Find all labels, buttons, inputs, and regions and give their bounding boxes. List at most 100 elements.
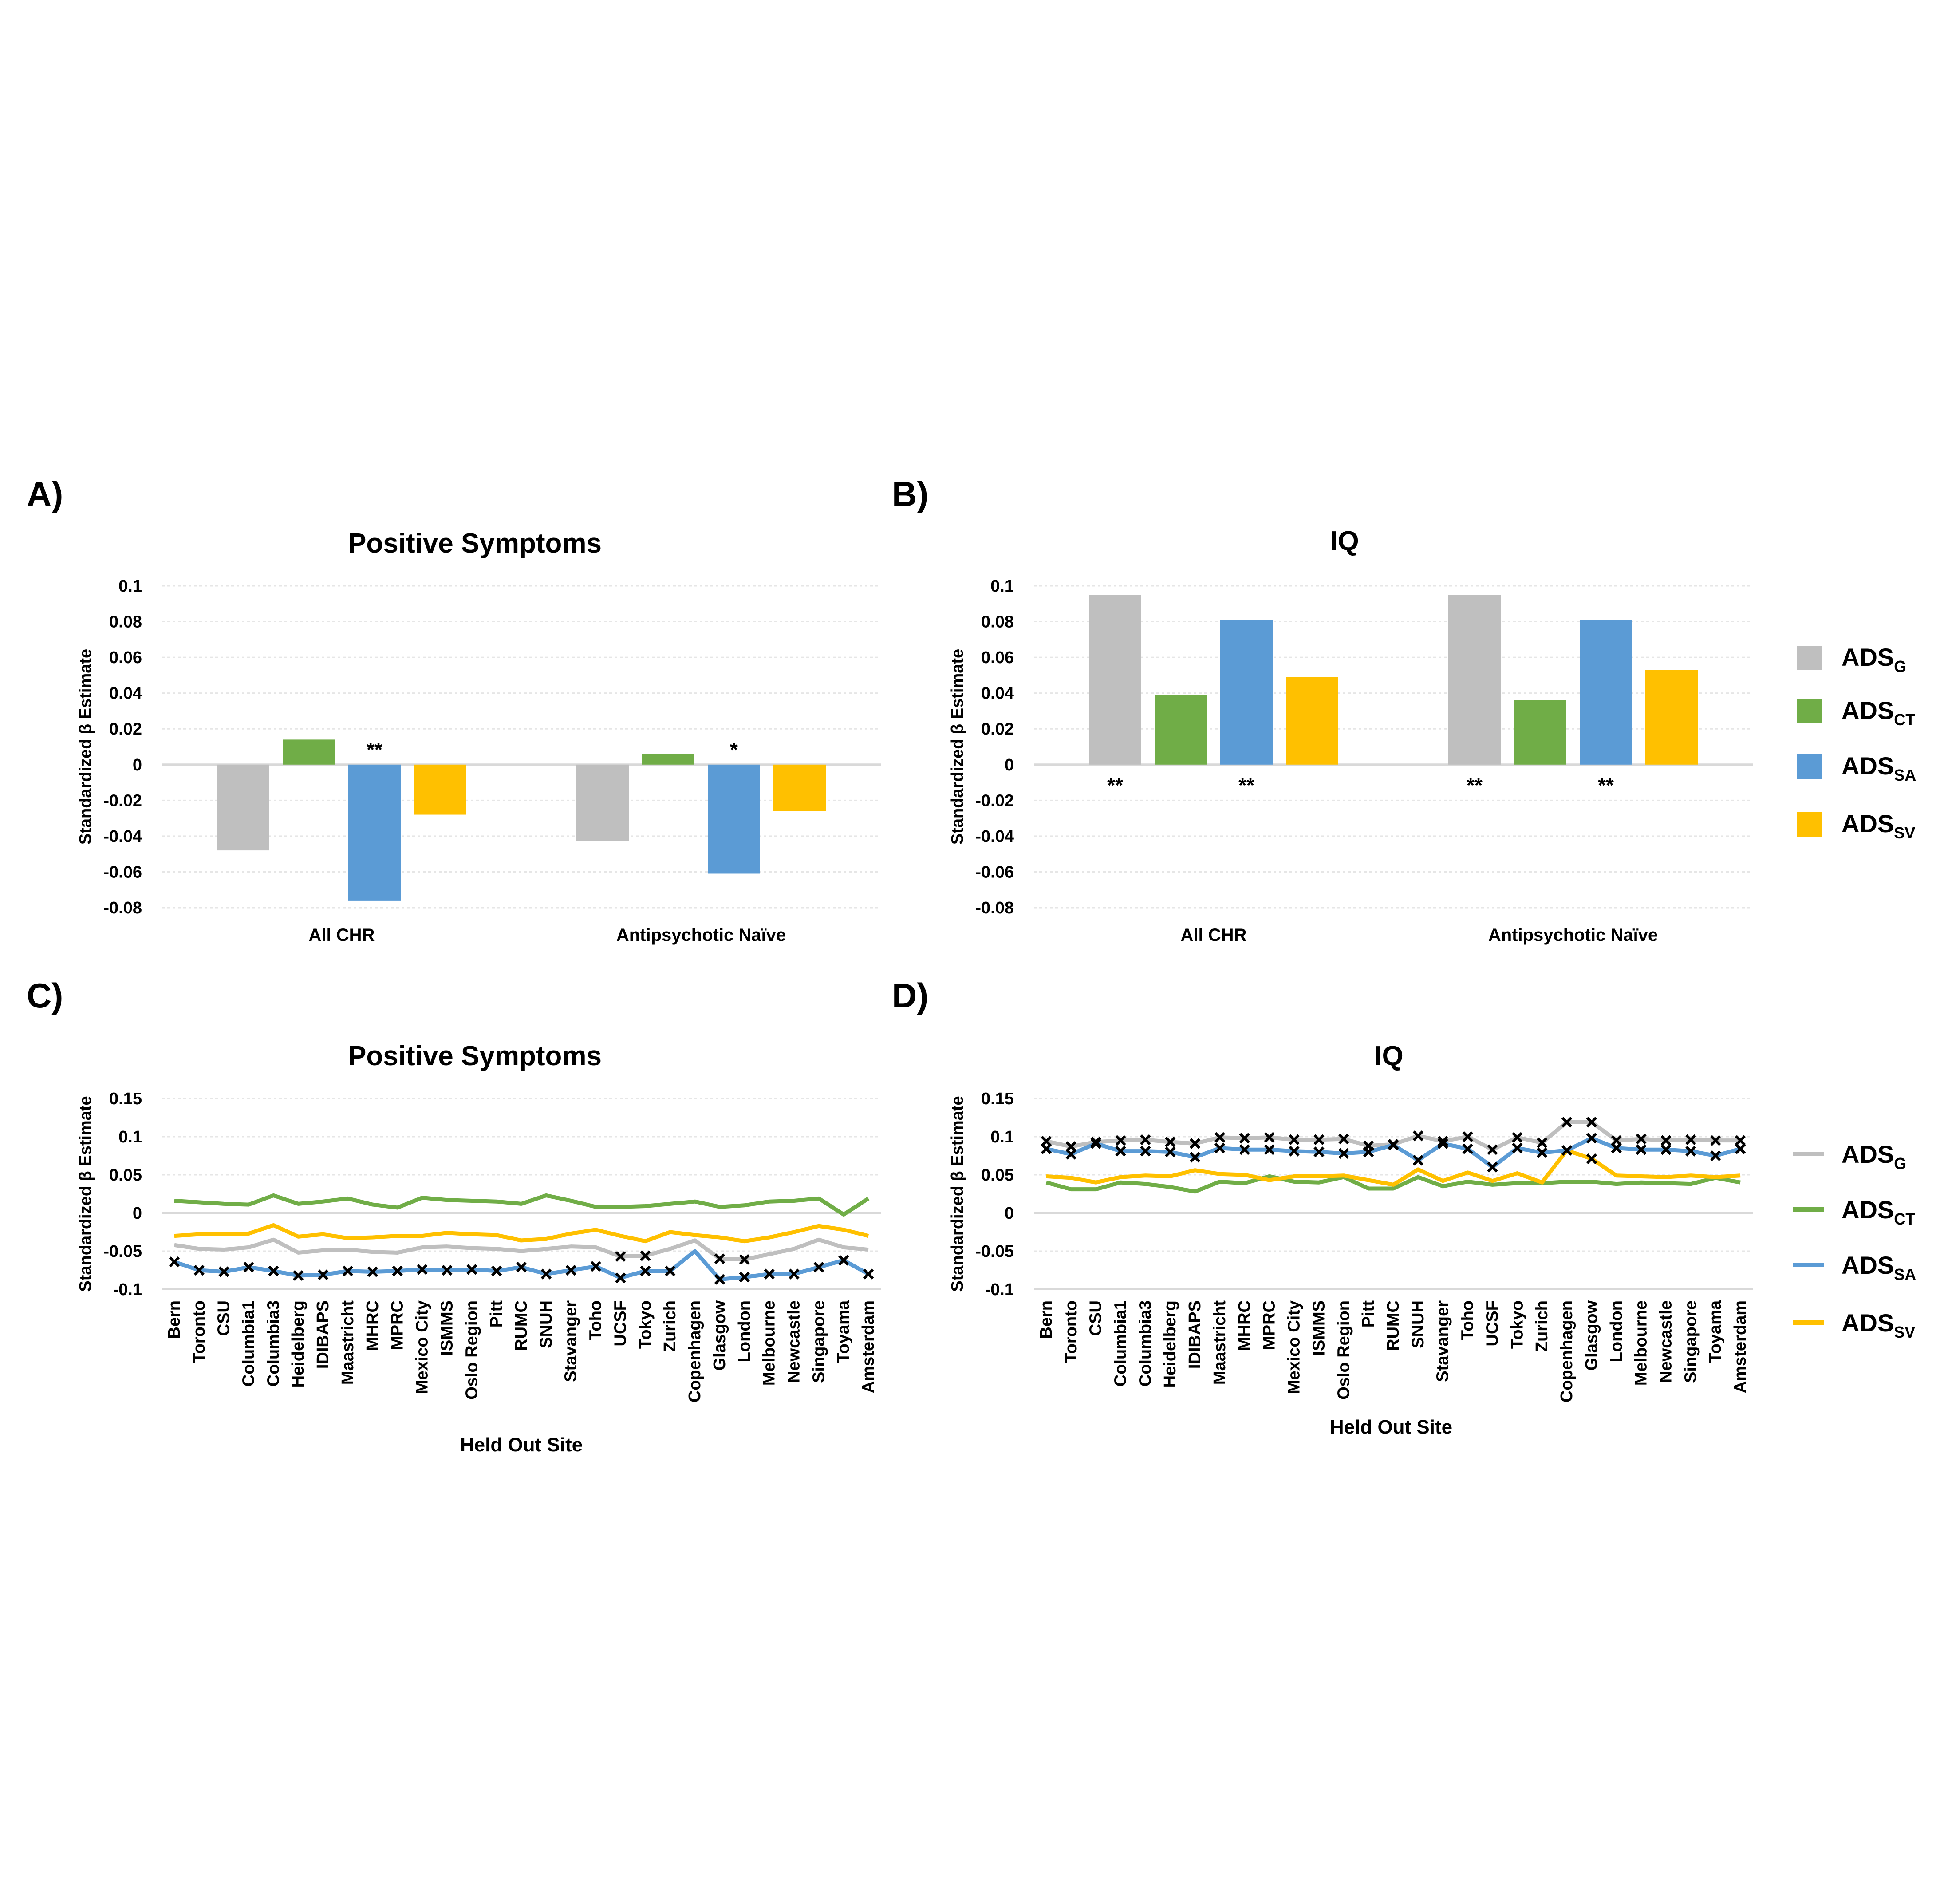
x-tick-label-oslo-region: Oslo Region: [1334, 1300, 1353, 1400]
marker-ads-g: [1313, 1134, 1325, 1146]
marker-ads-g: [1537, 1137, 1548, 1148]
marker-ads-sa: [1388, 1139, 1399, 1151]
chart-b-iq-bar: IQ Standardized β Estimate 0.1 0.08 0.06 0.04…: [948, 526, 1753, 945]
marker-ads-g: [1338, 1134, 1349, 1145]
x-tick-label-stavanger: Stavanger: [562, 1300, 580, 1382]
bar-ads-sv-antipsychotic-na-ve: [1645, 670, 1698, 765]
y-tick-label: 0.15: [981, 1090, 1014, 1108]
marker-ads-g: [1437, 1136, 1448, 1147]
x-tick-label-mexico-city: Mexico City: [1285, 1300, 1304, 1394]
bar-ads-sv-antipsychotic-na-ve: [773, 764, 826, 811]
series-line-ads-ct: [1045, 1174, 1741, 1194]
marker-ads-sa: [565, 1264, 576, 1276]
legend-line-item-ads-g: ADSG: [1793, 1140, 1906, 1173]
x-tick-label-amsterdam: Amsterdam: [859, 1300, 878, 1393]
marker-ads-sa: [1487, 1161, 1498, 1173]
bar-ads-g-all-chr: [1089, 595, 1141, 765]
marker-ads-sa: [491, 1265, 502, 1276]
x-tick-label-snuh: SNUH: [537, 1300, 556, 1348]
y-tick-label: 0: [133, 1204, 142, 1223]
marker-ads-g: [1462, 1131, 1473, 1142]
x-tick-label-zurich: Zurich: [661, 1300, 679, 1352]
marker-ads-g: [1412, 1130, 1423, 1142]
x-tick-label-columbia3: Columbia3: [264, 1300, 283, 1387]
x-tick-label-bern: Bern: [1037, 1300, 1056, 1339]
legend-label-ads-g: ADSG: [1841, 643, 1906, 675]
marker-ads-sa: [739, 1272, 750, 1283]
x-tick-label-idibaps: IDIBAPS: [314, 1300, 332, 1369]
marker-ads-sa: [1462, 1143, 1473, 1154]
legend-line-item-ads-sa: ADSSA: [1793, 1251, 1916, 1284]
chart-title: IQ: [1330, 526, 1359, 557]
x-tick-label-tokyo: Tokyo: [1508, 1300, 1526, 1349]
y-tick-label: -0.1: [985, 1280, 1014, 1299]
marker-ads-sa: [1735, 1143, 1746, 1154]
marker-ads-sa: [169, 1256, 180, 1268]
x-tick-label-maastricht: Maastricht: [1210, 1300, 1229, 1385]
marker-ads-sa: [1041, 1143, 1052, 1154]
legend-line-label-ads-sa: ADSSA: [1841, 1251, 1916, 1284]
bar-ads-sa-all-chr: [1220, 620, 1273, 765]
marker-ads-sa: [1660, 1144, 1672, 1155]
x-tick-label-toho: Toho: [1459, 1300, 1477, 1340]
x-tick-label-bern: Bern: [165, 1300, 184, 1339]
x-tick-label-copenhagen: Copenhagen: [1557, 1300, 1576, 1402]
chart-title: Positive Symptoms: [348, 528, 602, 559]
x-tick-label-london: London: [1607, 1300, 1626, 1362]
marker-ads-g: [1735, 1135, 1746, 1146]
x-tick-label-copenhagen: Copenhagen: [686, 1300, 704, 1402]
chart-c-positive-symptoms-line: Positive Symptoms Standardized β Estimate…: [76, 1041, 881, 1456]
bar-ads-ct-all-chr: [1155, 695, 1207, 765]
marker-ads-sa: [317, 1269, 329, 1280]
x-tick-label-newcastle: Newcastle: [785, 1300, 803, 1383]
y-tick-label: 0.1: [990, 1128, 1014, 1146]
legend-bars: ADSG ADSCT ADSSA ADSSV: [1797, 643, 1916, 842]
marker-ads-g: [1636, 1134, 1647, 1145]
marker-ads-g: [1165, 1136, 1176, 1148]
y-tick-label: 0.1: [118, 577, 142, 596]
marker-ads-sa: [1685, 1146, 1696, 1157]
bar-ads-ct-all-chr: [283, 739, 335, 765]
y-tick-label: 0.15: [109, 1090, 142, 1108]
marker-ads-sa: [193, 1264, 205, 1276]
marker-ads-sa: [615, 1272, 626, 1284]
y-tick-label: 0.04: [981, 684, 1014, 703]
legend-bar-item-ads-sv: ADSSV: [1797, 810, 1915, 842]
legend-swatch-ads-g: [1797, 646, 1822, 670]
y-tick-label: -0.08: [975, 899, 1014, 917]
marker-ads-sa: [540, 1268, 552, 1280]
y-tick-label: -0.02: [103, 791, 142, 810]
x-tick-label-heidelberg: Heidelberg: [289, 1300, 308, 1387]
marker-ads-sa: [1636, 1144, 1647, 1155]
y-tick-label: -0.05: [103, 1242, 142, 1261]
x-tick-label-oslo-region: Oslo Region: [462, 1300, 481, 1400]
x-tick-label-columbia1: Columbia1: [240, 1300, 258, 1387]
panel-label-d: D): [892, 976, 928, 1015]
marker-ads-sa: [367, 1266, 378, 1277]
legend-bar-item-ads-g: ADSG: [1797, 643, 1906, 675]
legend-line-item-ads-ct: ADSCT: [1793, 1196, 1915, 1228]
x-tick-label-singapore: Singapore: [809, 1300, 828, 1383]
x-tick-label-mprc: MPRC: [388, 1300, 407, 1350]
legend-swatch-ads-sv: [1797, 812, 1822, 837]
marker-ads-g: [1214, 1132, 1226, 1143]
marker-ads-sa: [764, 1268, 775, 1280]
legend-line-label-ads-ct: ADSCT: [1841, 1196, 1915, 1228]
x-tick-label-melbourne: Melbourne: [760, 1300, 779, 1386]
marker-ads-sa: [1313, 1146, 1325, 1157]
significance-label: **: [1107, 774, 1123, 797]
bar-ads-sv-all-chr: [414, 764, 466, 815]
x-tick-label-csu: CSU: [215, 1300, 233, 1336]
marker-ads-g: [1140, 1134, 1151, 1146]
y-tick-label: 0.08: [109, 613, 142, 632]
marker-ads-sa: [342, 1265, 354, 1276]
x-tick-label-mexico-city: Mexico City: [413, 1300, 432, 1394]
legend-bar-item-ads-sa: ADSSA: [1797, 752, 1916, 784]
marker-ads-sa: [813, 1261, 824, 1273]
marker-ads-sa: [442, 1264, 453, 1276]
marker-ads-sv: [1586, 1153, 1597, 1165]
chart-title: IQ: [1374, 1041, 1403, 1071]
marker-ads-sa: [1165, 1146, 1176, 1157]
